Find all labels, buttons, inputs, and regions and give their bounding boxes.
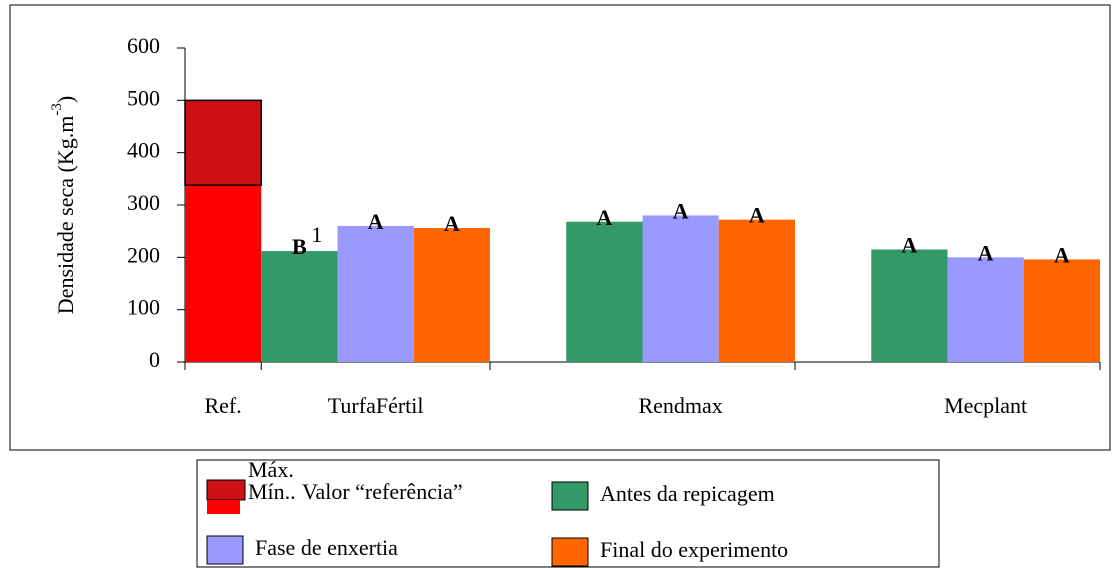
legend-label: Valor “referência” bbox=[302, 479, 463, 504]
significance-letter: A bbox=[978, 240, 994, 265]
legend-swatch bbox=[551, 537, 589, 567]
reference-min-bar bbox=[185, 185, 262, 362]
significance-letter: A bbox=[1054, 242, 1070, 267]
legend-swatch bbox=[551, 481, 589, 511]
significance-letter: A bbox=[596, 205, 612, 230]
significance-letter: A bbox=[901, 233, 917, 258]
significance-letter: A bbox=[749, 203, 765, 228]
significance-letter: B bbox=[292, 234, 307, 259]
bar bbox=[566, 221, 643, 362]
bar bbox=[337, 225, 414, 362]
y-tick-label: 200 bbox=[127, 242, 160, 267]
legend-label: Final do experimento bbox=[600, 537, 788, 562]
bar bbox=[947, 257, 1024, 362]
legend-label: Fase de enxertia bbox=[255, 535, 398, 560]
y-tick-label: 400 bbox=[127, 138, 160, 163]
y-label-main: Densidade seca (Kg.m bbox=[53, 116, 78, 315]
legend-ref-max bbox=[206, 479, 246, 501]
x-tick-label: Rendmax bbox=[638, 393, 722, 418]
bar bbox=[718, 219, 795, 362]
bar bbox=[1023, 259, 1100, 362]
y-tick-label: 600 bbox=[127, 33, 160, 58]
reference-range-box bbox=[184, 99, 262, 186]
y-tick-label: 500 bbox=[127, 85, 160, 110]
y-tick-label: 0 bbox=[149, 347, 160, 372]
bar bbox=[261, 251, 338, 362]
legend-min-label: Mín.. bbox=[248, 479, 296, 504]
footnote-marker: 1 bbox=[311, 222, 322, 247]
legend-ref-min bbox=[207, 500, 240, 514]
bar bbox=[642, 215, 719, 362]
x-tick-label: Ref. bbox=[204, 393, 241, 418]
y-label-sup: -3 bbox=[49, 103, 65, 116]
legend-max-label: Máx. bbox=[248, 457, 294, 482]
bar bbox=[413, 228, 490, 362]
y-axis-label: Densidade seca (Kg.m-3) bbox=[49, 96, 78, 314]
significance-letter: A bbox=[444, 211, 460, 236]
legend-label: Antes da repicagem bbox=[600, 481, 775, 506]
y-tick-label: 100 bbox=[127, 295, 160, 320]
significance-letter: A bbox=[673, 199, 689, 224]
legend-swatch bbox=[206, 535, 244, 565]
y-tick-label: 300 bbox=[127, 190, 160, 215]
significance-letter: A bbox=[368, 209, 384, 234]
x-tick-label: Mecplant bbox=[944, 393, 1027, 418]
x-tick-label: TurfaFértil bbox=[328, 393, 424, 418]
chart-frame bbox=[9, 4, 1111, 451]
bar bbox=[871, 249, 948, 362]
y-label-end: ) bbox=[53, 96, 78, 103]
